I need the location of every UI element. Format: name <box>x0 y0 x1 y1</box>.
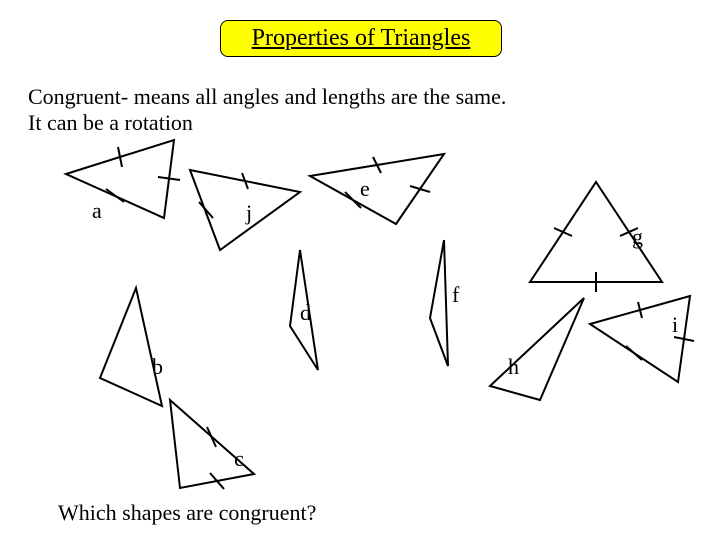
label-j: j <box>246 200 252 226</box>
page-title: Properties of Triangles <box>220 20 502 57</box>
label-f: f <box>452 282 459 308</box>
label-h: h <box>508 354 519 380</box>
triangle-a <box>30 140 190 230</box>
title-text: Properties of Triangles <box>252 25 471 51</box>
triangle-i <box>590 296 700 386</box>
definition-line1: Congruent- means all angles and lengths … <box>28 84 506 110</box>
definition-line2: It can be a rotation <box>28 110 193 136</box>
triangle-h <box>490 298 590 403</box>
label-e: e <box>360 176 370 202</box>
label-c: c <box>234 446 244 472</box>
label-a: a <box>92 198 102 224</box>
question-text: Which shapes are congruent? <box>58 500 316 526</box>
label-b: b <box>152 354 163 380</box>
triangle-c <box>170 400 260 490</box>
label-d: d <box>300 300 311 326</box>
label-i: i <box>672 312 678 338</box>
triangle-b <box>100 288 170 408</box>
triangle-g <box>530 182 665 292</box>
triangle-e <box>310 154 450 229</box>
label-g: g <box>632 224 643 250</box>
